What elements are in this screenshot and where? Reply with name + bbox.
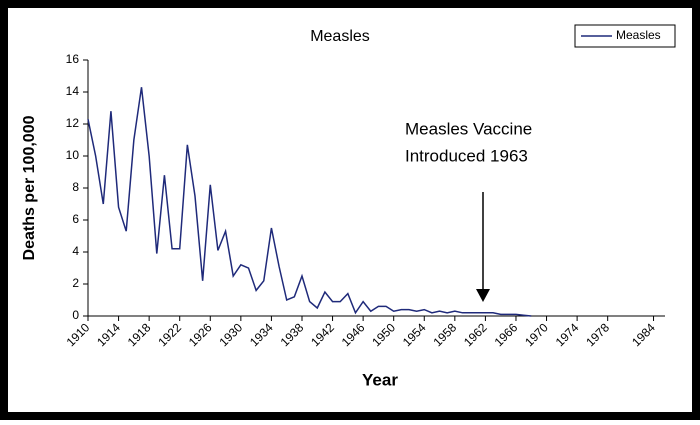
y-axis-label: Deaths per 100,000 xyxy=(21,115,38,260)
legend: Measles xyxy=(574,24,676,48)
data-line xyxy=(87,87,532,317)
annotation: Introduced 1963 xyxy=(405,146,528,165)
annotation: Measles Vaccine xyxy=(405,119,532,138)
y-tick-label: 14 xyxy=(66,84,80,98)
y-tick-label: 4 xyxy=(72,244,79,258)
legend-box xyxy=(574,24,676,48)
legend-label: Measles xyxy=(616,28,661,42)
y-tick-label: 2 xyxy=(72,276,79,290)
y-tick-label: 16 xyxy=(66,52,80,66)
y-tick-label: 0 xyxy=(72,308,79,322)
y-tick-label: 6 xyxy=(72,212,79,226)
y-tick-label: 12 xyxy=(66,116,80,130)
y-tick-label: 8 xyxy=(72,180,79,194)
arrow-head xyxy=(476,289,490,302)
y-tick-label: 10 xyxy=(66,148,80,162)
x-axis-label: Year xyxy=(362,370,398,389)
chart-title: Measles xyxy=(310,28,370,45)
